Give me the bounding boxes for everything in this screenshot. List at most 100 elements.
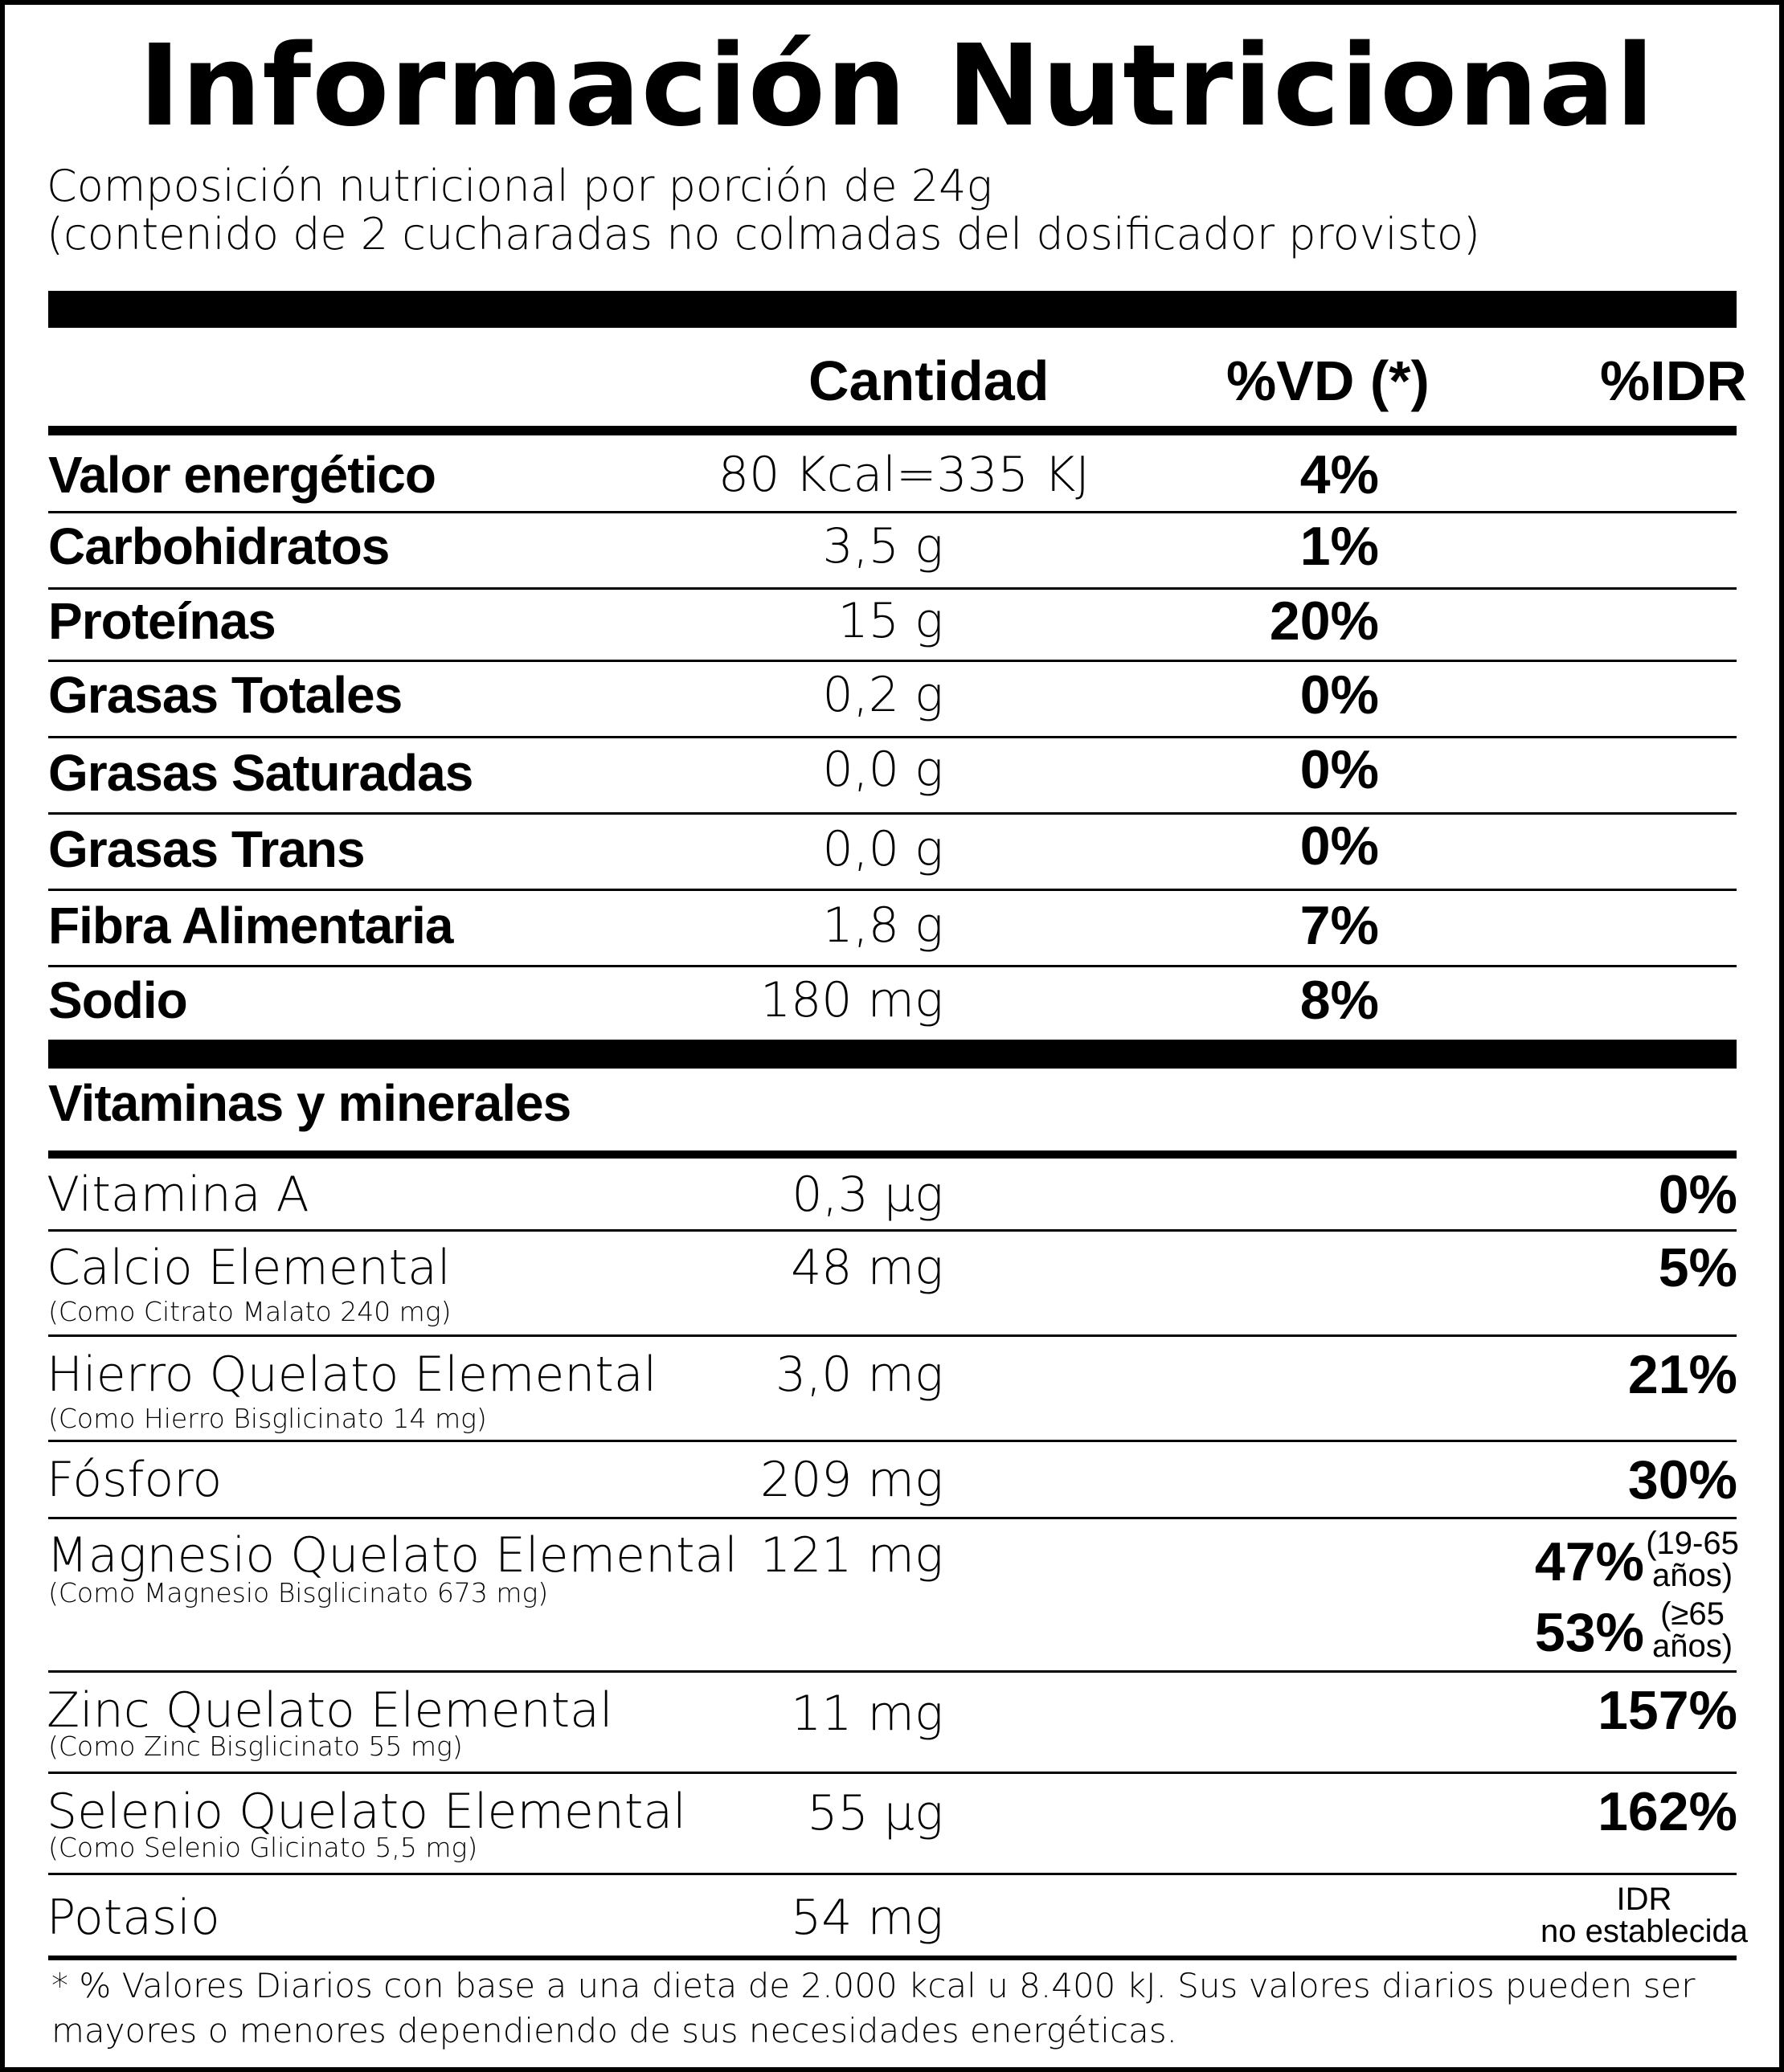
age-range-label: (19-65 años) xyxy=(1646,1526,1739,1593)
nutrient-name: Grasas Trans xyxy=(48,820,366,878)
age-range-label-senior: (≥65 años) xyxy=(1651,1596,1733,1664)
nutrient-name: Sodio xyxy=(48,971,188,1029)
vitamin-name: Fósforo xyxy=(47,1452,223,1508)
nutrient-amount: 0,0 g xyxy=(822,821,944,877)
nutrient-vd: 20% xyxy=(1269,591,1379,652)
vitamin-name: Selenio Quelato Elemental xyxy=(47,1784,686,1840)
nutrient-row: Sodio 180 mg 8% xyxy=(5,967,1784,1040)
vitamin-amount: 0,3 µg xyxy=(792,1167,943,1223)
top-thick-divider xyxy=(48,291,1737,328)
vitamin-amount: 3,0 mg xyxy=(775,1347,943,1403)
nutrient-row: Grasas Trans 0,0 g 0% xyxy=(5,815,1784,891)
row-divider xyxy=(48,1229,1737,1232)
footer-divider xyxy=(48,1956,1737,1960)
vitamin-row: Zinc Quelato Elemental (Como Zinc Bisgli… xyxy=(5,1673,1784,1773)
vitamin-idr: 162% xyxy=(1598,1781,1737,1842)
vitamin-row: Fósforo 209 mg 30% xyxy=(5,1442,1784,1518)
row-divider xyxy=(48,1772,1737,1774)
nutrient-vd: 0% xyxy=(1299,664,1379,725)
idr-not-established: IDR no establecida xyxy=(1541,1882,1748,1949)
vitamin-name: Hierro Quelato Elemental xyxy=(47,1347,657,1403)
nutrient-name: Valor energético xyxy=(48,446,436,504)
vitamin-amount: 121 mg xyxy=(759,1527,943,1584)
vitamin-idr-senior: 53% xyxy=(1534,1602,1644,1663)
row-divider xyxy=(48,1517,1737,1519)
serving-line-1: Composición nutricional por porción de 2… xyxy=(47,161,992,211)
nutrient-vd: 7% xyxy=(1299,895,1379,956)
nutrient-vd: 0% xyxy=(1299,739,1379,800)
vitamin-idr: 157% xyxy=(1598,1680,1737,1741)
vitamin-note: (Como Zinc Bisglicinato 55 mg) xyxy=(48,1731,463,1762)
nutrient-amount: 0,2 g xyxy=(822,667,944,723)
nutrient-amount: 3,5 g xyxy=(822,518,944,574)
header-vd: %VD (*) xyxy=(1226,349,1430,412)
row-divider xyxy=(48,965,1737,967)
nutrient-name: Fibra Alimentaria xyxy=(48,897,453,954)
header-idr: %IDR xyxy=(1600,349,1747,412)
vitamin-row: Hierro Quelato Elemental (Como Hierro Bi… xyxy=(5,1337,1784,1441)
vitamins-heading: Vitaminas y minerales xyxy=(48,1074,571,1132)
serving-line-2: (contenido de 2 cucharadas no colmadas d… xyxy=(47,209,1481,260)
header-amount: Cantidad xyxy=(808,349,1050,412)
vitamin-name: Zinc Quelato Elemental xyxy=(47,1682,613,1739)
nutrient-amount: 1,8 g xyxy=(822,897,944,954)
nutrient-vd: 4% xyxy=(1299,444,1379,505)
vitamin-name: Potasio xyxy=(47,1890,220,1946)
vitamin-note: (Como Selenio Glicinato 5,5 mg) xyxy=(48,1832,478,1863)
row-divider xyxy=(48,1670,1737,1673)
vitamin-idr: 0% xyxy=(1658,1164,1737,1225)
nutrient-amount: 80 Kcal=335 KJ xyxy=(718,447,1090,503)
nutrient-name: Carbohidratos xyxy=(48,517,390,575)
vitamin-row: Potasio 54 mg IDR no establecida xyxy=(5,1875,1784,1956)
nutrient-amount: 0,0 g xyxy=(822,742,944,798)
vitamin-amount: 54 mg xyxy=(791,1890,943,1946)
nutrient-name: Proteínas xyxy=(48,592,276,650)
vitamin-idr: 21% xyxy=(1627,1344,1737,1405)
nutrient-row: Grasas Totales 0,2 g 0% xyxy=(5,662,1784,738)
nutrient-name: Grasas Totales xyxy=(48,666,403,724)
vitamin-amount: 48 mg xyxy=(791,1240,943,1296)
row-divider xyxy=(48,736,1737,738)
nutrient-row: Fibra Alimentaria 1,8 g 7% xyxy=(5,891,1784,967)
vitamin-idr: 47% xyxy=(1534,1531,1644,1592)
vitamin-row: Calcio Elemental (Como Citrato Malato 24… xyxy=(5,1232,1784,1336)
vitamin-row: Magnesio Quelato Elemental (Como Magnesi… xyxy=(5,1519,1784,1672)
row-divider xyxy=(48,1334,1737,1337)
vitamin-note: (Como Magnesio Bisglicinato 673 mg) xyxy=(48,1577,549,1608)
nutrient-row: Grasas Saturadas 0,0 g 0% xyxy=(5,738,1784,815)
nutrient-vd: 8% xyxy=(1299,970,1379,1031)
nutrient-amount: 15 g xyxy=(837,593,943,649)
page-title: Información Nutricional xyxy=(138,21,1655,152)
nutrient-amount: 180 mg xyxy=(759,972,943,1028)
row-divider xyxy=(48,889,1737,891)
serving-description: Composición nutricional por porción de 2… xyxy=(47,162,1480,259)
nutrient-row: Carbohidratos 3,5 g 1% xyxy=(5,513,1784,590)
vitamin-name: Magnesio Quelato Elemental xyxy=(47,1527,738,1584)
vitamin-note: (Como Hierro Bisglicinato 14 mg) xyxy=(48,1403,487,1434)
vitamin-amount: 55 µg xyxy=(807,1785,943,1841)
row-divider xyxy=(48,587,1737,590)
vitamin-idr: 30% xyxy=(1627,1449,1737,1510)
row-divider xyxy=(48,660,1737,662)
row-divider xyxy=(48,1873,1737,1875)
vitamin-note: (Como Citrato Malato 240 mg) xyxy=(48,1296,452,1327)
vitamin-name: Vitamina A xyxy=(47,1167,309,1223)
row-divider xyxy=(48,511,1737,513)
vitamin-row: Vitamina A 0,3 µg 0% xyxy=(5,1159,1784,1231)
nutrient-name: Grasas Saturadas xyxy=(48,744,473,802)
vitamin-row: Selenio Quelato Elemental (Como Selenio … xyxy=(5,1774,1784,1874)
vitamins-divider xyxy=(48,1150,1737,1159)
row-divider xyxy=(48,1440,1737,1442)
vitamin-amount: 11 mg xyxy=(791,1686,943,1742)
footnote: * % Valores Diarios con base a una dieta… xyxy=(51,1966,1696,2050)
nutrient-vd: 1% xyxy=(1299,516,1379,577)
header-divider xyxy=(48,426,1737,435)
vitamin-idr: 5% xyxy=(1658,1237,1737,1298)
vitamin-amount: 209 mg xyxy=(759,1452,943,1508)
nutrient-row: Valor energético 80 Kcal=335 KJ 4% xyxy=(5,439,1784,513)
vitamin-name: Calcio Elemental xyxy=(47,1240,451,1296)
row-divider xyxy=(48,812,1737,815)
nutrient-row: Proteínas 15 g 20% xyxy=(5,590,1784,662)
vitamins-thick-divider xyxy=(48,1040,1737,1069)
